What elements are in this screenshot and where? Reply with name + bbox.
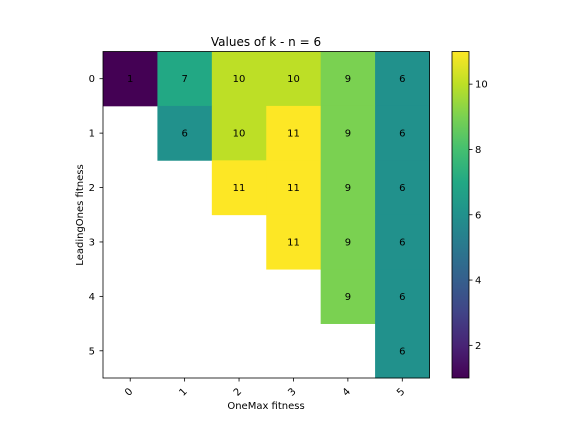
colorbar: 2 4 6 8 10 xyxy=(452,52,488,379)
x-tick-label: 2 xyxy=(232,386,244,398)
colorbar-gradient xyxy=(452,52,469,379)
y-tick-label: 1 xyxy=(89,129,95,140)
colorbar-tick-label: 4 xyxy=(475,276,481,287)
cell-value-label: 6 xyxy=(399,292,405,303)
cell-value-label: 11 xyxy=(233,183,246,194)
y-tick-label: 5 xyxy=(89,346,95,357)
x-tick-label: 1 xyxy=(177,386,189,398)
y-axis-label: LeadingOnes fitness xyxy=(75,164,86,265)
chart-title: Values of k - n = 6 xyxy=(211,35,321,49)
x-tick-label: 3 xyxy=(286,386,298,398)
colorbar-ticks: 2 4 6 8 10 xyxy=(469,80,488,352)
cell-value-label: 9 xyxy=(345,129,351,140)
x-tick-label: 4 xyxy=(341,386,353,398)
cell-value-label: 10 xyxy=(233,74,246,85)
x-axis-ticks: 0 1 2 3 4 5 xyxy=(123,378,407,399)
cell-value-label: 9 xyxy=(345,292,351,303)
cell-value-label: 10 xyxy=(287,74,300,85)
colorbar-tick-label: 6 xyxy=(475,210,481,221)
cell-value-label: 6 xyxy=(399,183,405,194)
cell-value-label: 11 xyxy=(287,183,300,194)
x-tick-label: 0 xyxy=(123,386,135,398)
cell-value-label: 6 xyxy=(399,129,405,140)
cell-value-label: 9 xyxy=(345,183,351,194)
colorbar-tick-label: 2 xyxy=(475,341,481,352)
y-tick-label: 2 xyxy=(89,183,95,194)
cell-value-label: 9 xyxy=(345,237,351,248)
cell-value-label: 6 xyxy=(181,129,187,140)
colorbar-tick-label: 8 xyxy=(475,145,481,156)
cell-value-label: 10 xyxy=(233,129,246,140)
cell-value-label: 6 xyxy=(399,237,405,248)
x-axis-label: OneMax fitness xyxy=(227,401,304,412)
y-axis-ticks: 0 1 2 3 4 5 xyxy=(89,74,103,357)
cell-value-label: 6 xyxy=(399,346,405,357)
x-tick-label: 5 xyxy=(395,386,407,398)
y-tick-label: 4 xyxy=(89,292,95,303)
y-tick-label: 3 xyxy=(89,237,95,248)
cell-value-label: 7 xyxy=(181,74,187,85)
y-tick-label: 0 xyxy=(89,74,95,85)
colorbar-tick-label: 10 xyxy=(475,80,488,91)
cell-value-label: 6 xyxy=(399,74,405,85)
cell-value-label: 11 xyxy=(287,237,300,248)
cell-value-label: 1 xyxy=(127,74,133,85)
heatmap-cells xyxy=(103,52,430,379)
cell-value-label: 9 xyxy=(345,74,351,85)
cell-value-label: 11 xyxy=(287,129,300,140)
